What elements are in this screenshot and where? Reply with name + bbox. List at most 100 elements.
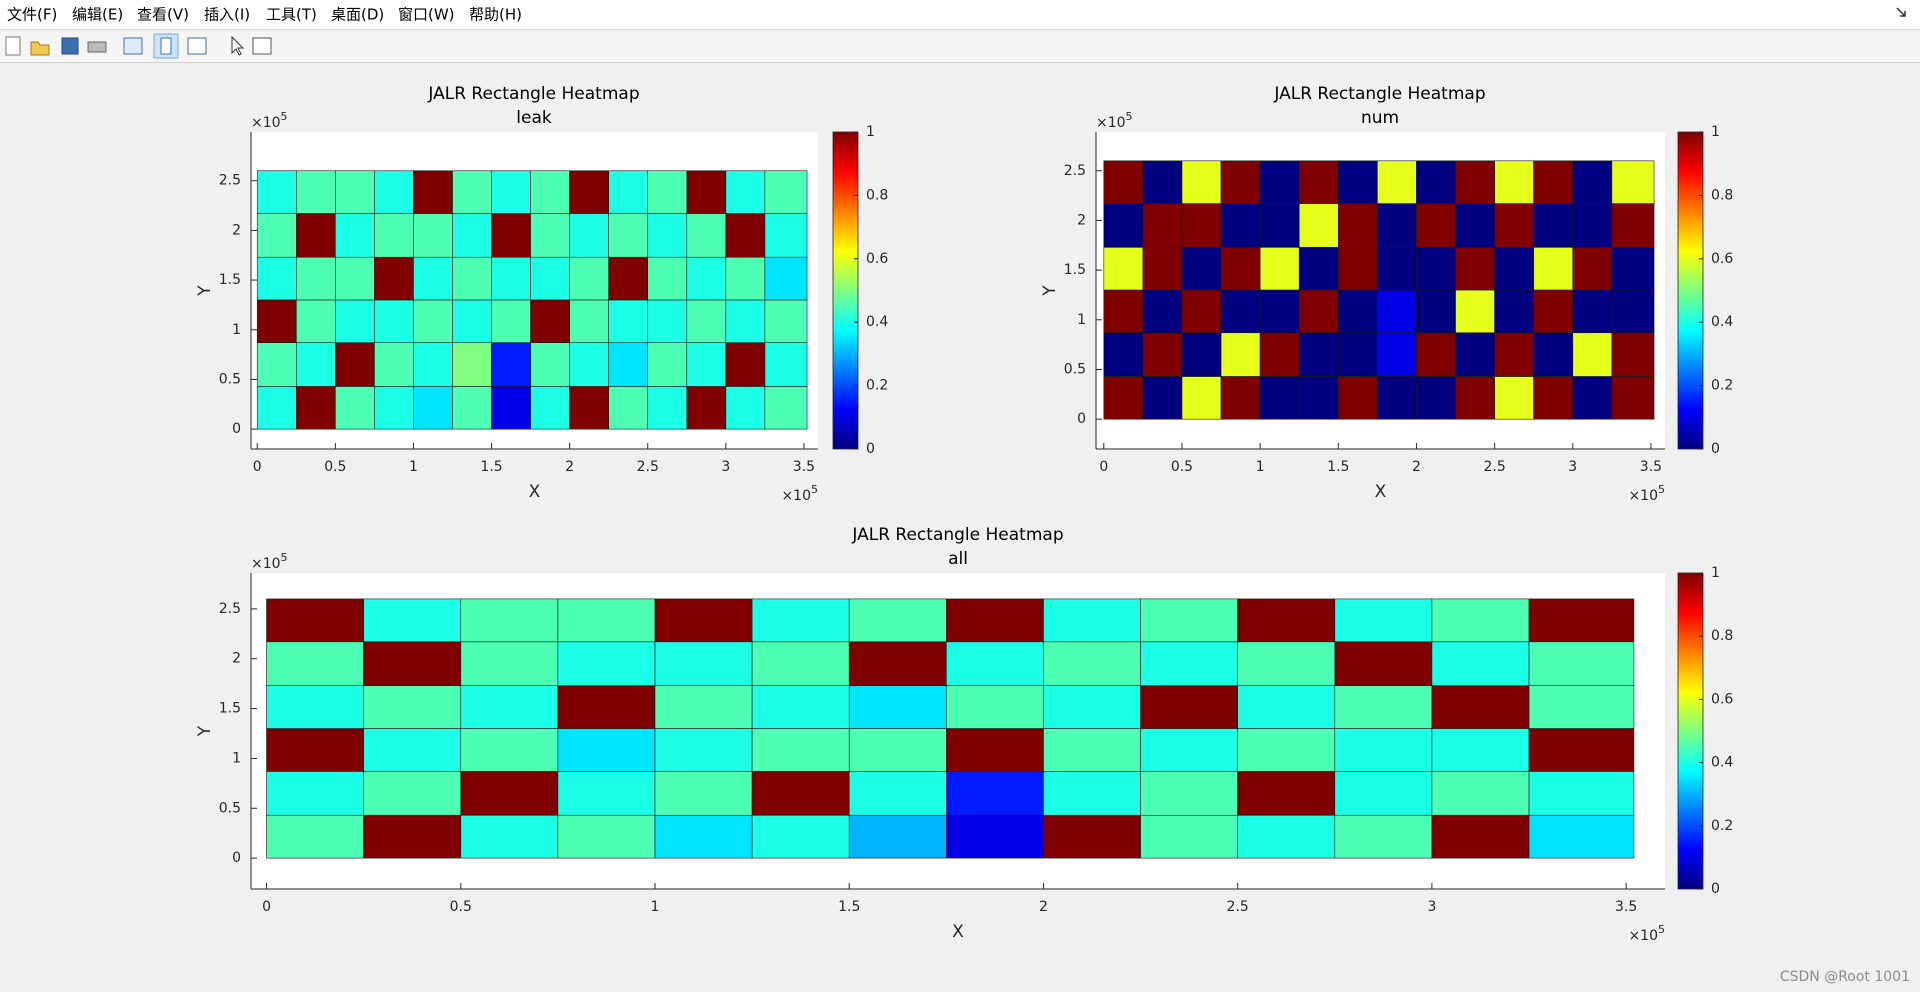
heatmap-cell: [569, 342, 609, 387]
menu-item[interactable]: 桌面(D): [331, 6, 384, 24]
heatmap-cell: [946, 598, 1044, 643]
heatmap-cell: [1220, 376, 1261, 420]
heatmap-cell: [725, 256, 766, 301]
heatmap-cell: [725, 386, 766, 430]
colorbar-tick-label: 0.4: [1711, 314, 1733, 330]
heatmap-cell: [266, 598, 364, 643]
open-icon[interactable]: [30, 41, 50, 56]
y-tick-label: 0.5: [219, 800, 241, 816]
heatmap-cell: [256, 386, 297, 430]
heatmap-cell: [1377, 203, 1417, 248]
heatmap-cell: [557, 771, 656, 816]
heatmap-cell: [256, 342, 297, 387]
heatmap-cell: [1140, 771, 1238, 816]
link-icon[interactable]: [123, 37, 143, 55]
heatmap-cell: [266, 814, 364, 859]
heatmap-cell: [1431, 685, 1530, 729]
chart-subtitle: num: [1361, 108, 1399, 128]
heatmap-cell: [1103, 332, 1144, 377]
heatmap-cell: [1298, 160, 1339, 204]
heatmap-cell: [557, 598, 656, 643]
heatmap-cell: [1259, 376, 1300, 420]
heatmap-cell: [1259, 246, 1300, 291]
menu-item[interactable]: 编辑(E): [72, 6, 123, 24]
heatmap-cell: [1140, 814, 1238, 859]
new-icon[interactable]: [5, 36, 21, 56]
dock-icon[interactable]: [160, 37, 172, 55]
heatmap-cell: [1431, 771, 1530, 816]
heatmap-cell: [266, 728, 364, 772]
heatmap-cell: [1416, 203, 1456, 248]
heatmap-cell: [1140, 641, 1238, 686]
x-tick-label: 2.5: [1227, 899, 1249, 915]
heatmap-cell: [1416, 160, 1456, 204]
heatmap-cell: [848, 728, 947, 772]
heatmap-cell: [1181, 246, 1222, 291]
heatmap-cell: [1455, 332, 1495, 377]
heatmap-cell: [647, 342, 688, 387]
axes: 0 0.5 1 1.5 2 2.5 3 3.5 0 0.5 1 1.5 2 2.5 JALR Rectang…: [195, 525, 1733, 942]
heatmap-cell: [530, 213, 570, 258]
colorbar-tick-label: 0.8: [1711, 187, 1733, 203]
heatmap-cell: [1298, 289, 1339, 334]
colorbar-tick-label: 0.2: [1711, 378, 1733, 394]
heatmap-cell: [530, 299, 570, 343]
heatmap-cell: [413, 342, 453, 387]
undock-icon[interactable]: [1896, 7, 1906, 17]
heatmap-cell: [1533, 332, 1574, 377]
heatmap-cell: [1611, 376, 1655, 420]
heatmap-cell: [452, 213, 492, 258]
heatmap-cell: [530, 342, 570, 387]
menu-item[interactable]: 窗口(W): [398, 6, 455, 24]
heatmap-cell: [1334, 771, 1433, 816]
heatmap-cell: [460, 771, 559, 816]
heatmap-cell: [1533, 289, 1574, 334]
multiplier-exponent: 5: [281, 110, 288, 123]
heatmap-cell: [848, 598, 947, 643]
heatmap-cell: [1237, 771, 1336, 816]
heatmap-cell: [1181, 203, 1222, 248]
x-tick-label: 3: [721, 459, 730, 475]
heatmap-cell: [1611, 332, 1655, 377]
heatmap-cell: [530, 256, 570, 301]
heatmap-cell: [686, 299, 727, 343]
save-icon[interactable]: [61, 37, 79, 55]
heatmap-cell: [363, 641, 462, 686]
heatmap-cell: [1220, 289, 1261, 334]
property-icon[interactable]: [252, 37, 272, 55]
menu-item[interactable]: 插入(I): [204, 6, 250, 24]
heatmap-cell: [1572, 332, 1613, 377]
heatmap-cell: [1103, 246, 1144, 291]
heatmap-cell: [266, 685, 364, 729]
heatmap-cell: [1220, 203, 1261, 248]
heatmap-cell: [363, 771, 462, 816]
heatmap-cell: [460, 598, 559, 643]
heatmap-cell: [946, 814, 1044, 859]
multiplier-exponent: 5: [1658, 923, 1665, 936]
watermark: CSDN @Root 1001: [1780, 969, 1910, 985]
colorbar-tick-label: 0.6: [1711, 251, 1733, 267]
heatmap-cell: [647, 386, 688, 430]
colorbar: [832, 131, 859, 450]
menu-item[interactable]: 文件(F): [7, 6, 57, 24]
y-tick-label: 1: [1077, 312, 1086, 328]
print-icon[interactable]: [87, 41, 107, 53]
menu-item[interactable]: 工具(T): [266, 6, 317, 24]
legend-icon[interactable]: [187, 37, 207, 55]
heatmap-cell: [1142, 332, 1183, 377]
heatmap-cell: [374, 170, 414, 214]
heatmap-cell: [335, 299, 375, 343]
heatmap-cell: [1220, 160, 1261, 204]
x-tick-label: 1.5: [838, 899, 860, 915]
heatmap-cell: [1377, 246, 1417, 291]
colorbar-tick-label: 0: [1711, 881, 1720, 897]
axis-multiplier: ×105: [251, 551, 288, 572]
heatmap-cell: [608, 170, 649, 214]
heatmap-cell: [1259, 160, 1300, 204]
heatmap-cell: [295, 213, 336, 258]
multiplier-exponent: 5: [281, 551, 288, 564]
heatmap-cell: [295, 386, 336, 430]
menu-item[interactable]: 帮助(H): [469, 6, 522, 24]
pointer-icon[interactable]: [231, 35, 245, 56]
menu-item[interactable]: 查看(V): [137, 6, 189, 24]
